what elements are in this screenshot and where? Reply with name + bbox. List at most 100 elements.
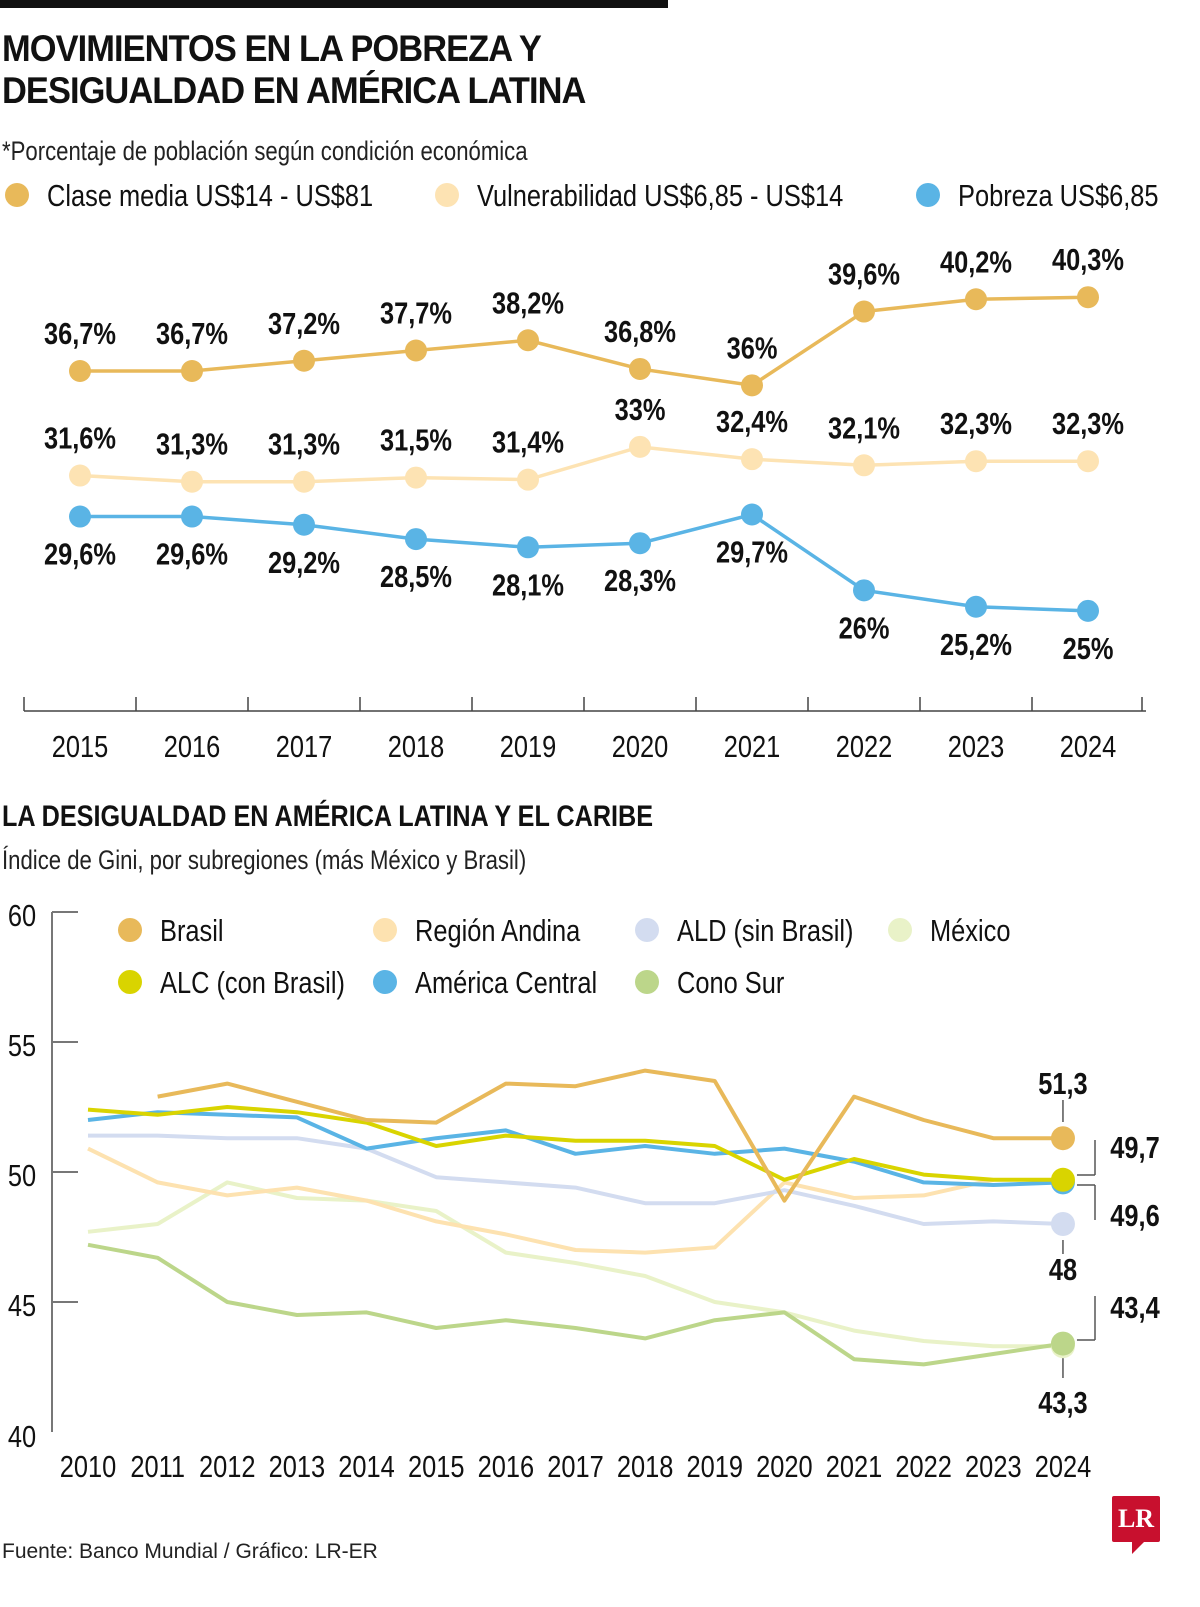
data-point [405, 466, 427, 489]
data-label: 36% [727, 331, 778, 366]
lr-logo: LR [1112, 1496, 1160, 1554]
x-tick-label: 2017 [547, 1450, 604, 1485]
data-label: 31,4% [492, 425, 564, 460]
data-label: 31,3% [156, 427, 228, 462]
legend-label: Cono Sur [677, 966, 784, 1001]
data-point [741, 503, 763, 526]
x-tick-label: 2019 [500, 730, 557, 765]
legend-marker [118, 970, 142, 994]
data-point [293, 349, 315, 372]
data-label: 32,4% [716, 405, 788, 440]
data-point [181, 360, 203, 382]
data-label: 37,2% [268, 306, 340, 341]
data-point [629, 357, 651, 380]
end-label-brasil: 51,3 [1038, 1067, 1087, 1102]
data-point [629, 532, 651, 555]
legend-label: ALD (sin Brasil) [677, 914, 853, 949]
x-tick-label: 2017 [276, 730, 333, 765]
x-tick-label: 2020 [756, 1450, 813, 1485]
legend-marker [888, 918, 912, 942]
end-label-ald: 48 [1049, 1253, 1077, 1288]
data-point [293, 513, 315, 536]
series-line [87, 1105, 1063, 1182]
end-point [1050, 1126, 1075, 1151]
data-label: 31,5% [380, 423, 452, 458]
x-tick-label: 2024 [1060, 730, 1117, 765]
data-label: 39,6% [828, 257, 900, 292]
data-label: 32,3% [1052, 407, 1124, 442]
legend-label: Pobreza US$6,85 [958, 179, 1159, 214]
y-tick-label: 45 [8, 1289, 36, 1324]
data-label: 26% [839, 611, 890, 646]
y-tick-label: 60 [8, 899, 36, 934]
data-label: 29,6% [44, 537, 116, 572]
title-line-1: MOVIMIENTOS EN LA POBREZA Y [2, 28, 542, 69]
data-label: 31,3% [268, 427, 340, 462]
data-label: 36,8% [604, 315, 676, 350]
data-point [69, 360, 91, 382]
data-point [293, 470, 315, 493]
end-label-mexico: 43,3 [1038, 1386, 1087, 1421]
x-tick-label: 2024 [1035, 1450, 1092, 1485]
legend-label: América Central [415, 966, 597, 1001]
data-label: 29,2% [268, 545, 340, 580]
end-label-alc: 49,7 [1110, 1131, 1159, 1166]
series-line [157, 1068, 1063, 1203]
legend-label: México [930, 914, 1010, 949]
x-tick-label: 2020 [612, 730, 669, 765]
data-label: 40,2% [940, 245, 1012, 280]
data-point [965, 450, 987, 473]
legend-marker [373, 918, 397, 942]
x-tick-label: 2022 [836, 730, 893, 765]
data-label: 25% [1063, 632, 1114, 667]
x-tick-label: 2010 [60, 1450, 117, 1485]
source-note: Fuente: Banco Mundial / Gráfico: LR-ER [2, 1540, 378, 1563]
end-point [1050, 1212, 1075, 1236]
legend-marker [5, 183, 29, 207]
legend-label: ALC (con Brasil) [160, 966, 345, 1001]
x-tick-label: 2023 [948, 730, 1005, 765]
series-line [87, 1242, 1064, 1367]
y-tick-label: 55 [8, 1029, 36, 1064]
page-title: MOVIMIENTOS EN LA POBREZA Y DESIGUALDAD … [2, 28, 586, 112]
x-tick-label: 2016 [164, 730, 221, 765]
legend-marker [435, 183, 459, 207]
data-label: 32,1% [828, 411, 900, 446]
gini-line-chart: 60 55 50 45 40 2010 2011 2012 2013 2014 2015 2016 20… [8, 899, 1160, 1485]
data-label: 31,6% [44, 421, 116, 456]
legend-marker [635, 918, 659, 942]
data-point [517, 468, 539, 491]
series-line [79, 445, 1088, 484]
legend-marker [118, 918, 142, 942]
data-point [1077, 450, 1099, 473]
data-label: 28,3% [604, 564, 676, 599]
data-label: 32,3% [940, 407, 1012, 442]
legend-marker [916, 183, 940, 207]
data-point [405, 339, 427, 362]
legend-label: Región Andina [415, 914, 580, 949]
end-point [1050, 1167, 1075, 1192]
data-point [1077, 286, 1099, 309]
chart2-subtitle: Índice de Gini, por subregiones (más Méx… [2, 845, 527, 875]
x-tick-label: 2013 [269, 1450, 326, 1485]
data-point [965, 595, 987, 618]
chart2-title: LA DESIGUALDAD EN AMÉRICA LATINA Y EL CA… [2, 800, 654, 833]
data-point [853, 300, 875, 323]
logo-text: LR [1117, 1504, 1155, 1533]
series-line [88, 1133, 1064, 1226]
data-label: 28,1% [492, 568, 564, 603]
series-line [80, 295, 1089, 388]
x-tick-label: 2023 [965, 1450, 1022, 1485]
data-label: 36,7% [44, 317, 116, 352]
data-point [741, 374, 763, 397]
data-point [965, 288, 987, 311]
data-label: 33% [615, 393, 666, 428]
legend-label: Clase media US$14 - US$81 [47, 179, 373, 214]
x-tick-label: 2021 [724, 730, 781, 765]
data-label: 37,7% [380, 296, 452, 331]
data-point [69, 505, 91, 528]
title-line-2: DESIGUALDAD EN AMÉRICA LATINA [2, 70, 586, 111]
legend-label: Vulnerabilidad US$6,85 - US$14 [477, 179, 843, 214]
data-point [517, 329, 539, 352]
data-point [405, 528, 427, 551]
